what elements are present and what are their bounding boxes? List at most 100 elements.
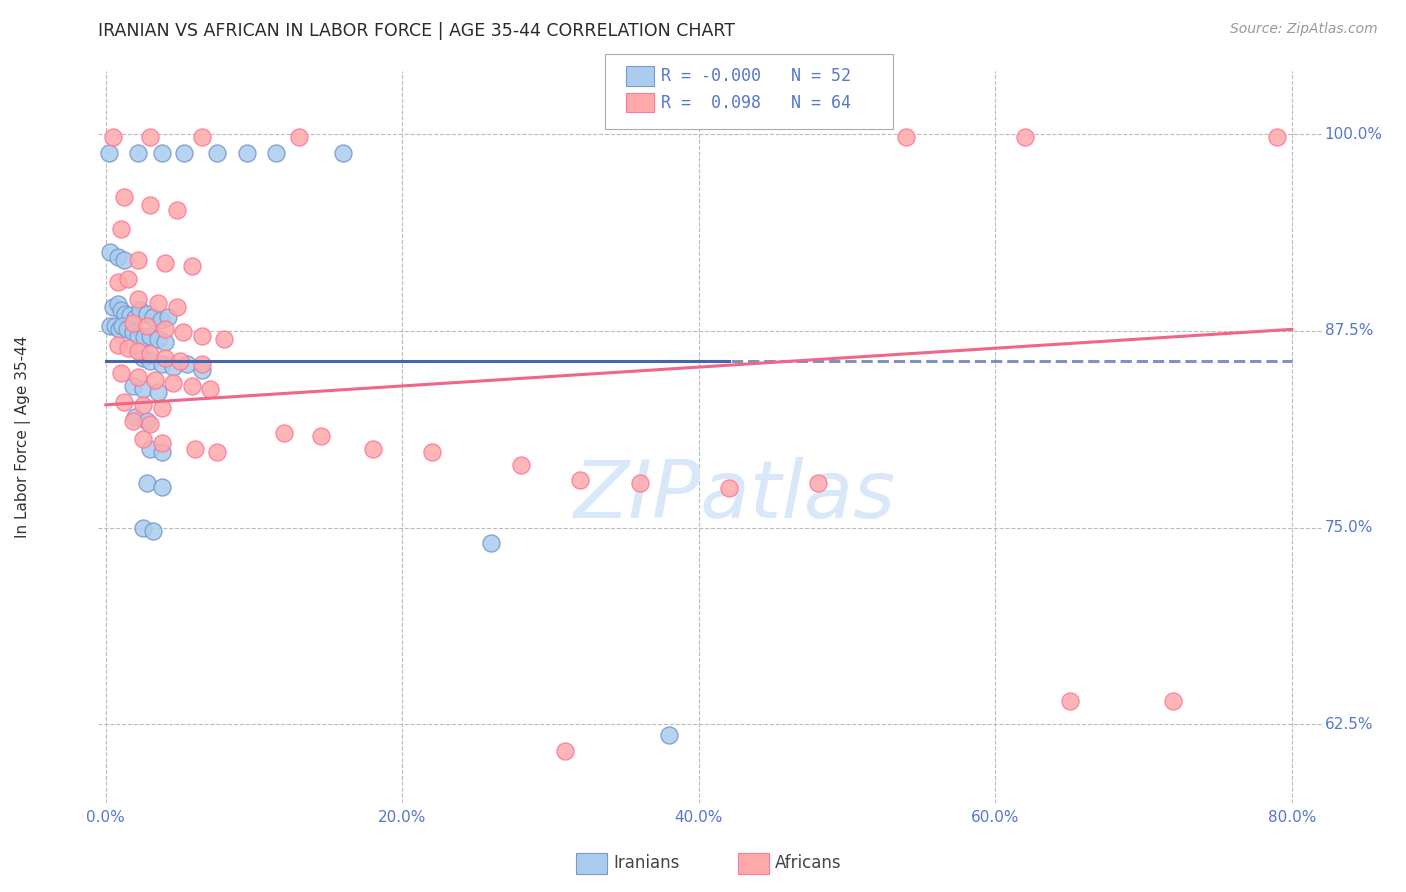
- Point: [153, 334, 176, 349]
- Point: [309, 429, 332, 443]
- Point: [139, 130, 162, 145]
- Point: [180, 379, 202, 393]
- Point: [112, 394, 135, 409]
- Point: [214, 332, 236, 346]
- Point: [127, 328, 149, 343]
- Point: [554, 744, 576, 758]
- Point: [146, 295, 169, 310]
- Point: [149, 313, 172, 327]
- Point: [173, 146, 195, 161]
- Point: [139, 353, 162, 368]
- Point: [98, 319, 121, 334]
- Point: [157, 310, 180, 324]
- Point: [110, 367, 132, 381]
- Point: [569, 473, 592, 487]
- Point: [479, 866, 502, 880]
- Point: [191, 328, 214, 343]
- Point: [166, 301, 188, 315]
- Point: [180, 260, 202, 274]
- Text: ZIPatlas: ZIPatlas: [574, 457, 896, 534]
- Point: [107, 297, 129, 311]
- Point: [121, 413, 143, 427]
- Point: [115, 322, 138, 336]
- Point: [420, 445, 443, 459]
- Point: [169, 353, 191, 368]
- Point: [121, 379, 143, 393]
- Text: In Labor Force | Age 35-44: In Labor Force | Age 35-44: [14, 336, 31, 538]
- Point: [139, 442, 162, 456]
- Point: [896, 130, 918, 145]
- Point: [184, 442, 207, 456]
- Point: [146, 385, 169, 400]
- Point: [127, 253, 149, 268]
- Point: [129, 303, 152, 318]
- Point: [172, 326, 194, 340]
- Point: [139, 328, 162, 343]
- Point: [132, 382, 155, 396]
- Point: [139, 417, 162, 431]
- Point: [150, 146, 173, 161]
- Point: [524, 838, 547, 853]
- Point: [142, 310, 165, 324]
- Point: [150, 480, 173, 494]
- Point: [153, 256, 176, 270]
- Text: IRANIAN VS AFRICAN IN LABOR FORCE | AGE 35-44 CORRELATION CHART: IRANIAN VS AFRICAN IN LABOR FORCE | AGE …: [98, 22, 735, 40]
- Text: 75.0%: 75.0%: [1324, 520, 1374, 535]
- Text: Source: ZipAtlas.com: Source: ZipAtlas.com: [1230, 22, 1378, 37]
- Point: [1265, 130, 1288, 145]
- Point: [150, 445, 173, 459]
- Point: [132, 398, 155, 412]
- Point: [127, 369, 149, 384]
- Point: [162, 360, 184, 375]
- Point: [98, 245, 121, 260]
- Point: [510, 458, 533, 472]
- Point: [150, 357, 173, 371]
- Point: [205, 445, 228, 459]
- Point: [107, 338, 129, 352]
- Point: [162, 376, 184, 390]
- Point: [134, 330, 156, 344]
- Text: 87.5%: 87.5%: [1324, 324, 1374, 338]
- Point: [132, 351, 155, 365]
- Point: [146, 332, 169, 346]
- Point: [332, 146, 354, 161]
- Point: [191, 357, 214, 371]
- Point: [118, 308, 141, 322]
- Point: [139, 198, 162, 212]
- Point: [1059, 693, 1081, 707]
- Text: Africans: Africans: [775, 855, 841, 872]
- Point: [139, 347, 162, 361]
- Point: [143, 373, 166, 387]
- Point: [287, 130, 309, 145]
- Point: [132, 433, 155, 447]
- Point: [191, 130, 214, 145]
- Point: [420, 812, 443, 826]
- Point: [110, 221, 132, 235]
- Point: [121, 316, 143, 330]
- Point: [117, 341, 139, 355]
- Point: [124, 410, 146, 425]
- Point: [150, 401, 173, 415]
- Point: [97, 146, 120, 161]
- Point: [717, 481, 740, 495]
- Point: [153, 322, 176, 336]
- Point: [235, 146, 257, 161]
- Text: Iranians: Iranians: [613, 855, 679, 872]
- Point: [150, 435, 173, 450]
- Point: [273, 426, 295, 441]
- Point: [112, 253, 135, 268]
- Point: [658, 728, 681, 742]
- Point: [665, 886, 688, 892]
- Point: [127, 293, 149, 307]
- Point: [136, 319, 159, 334]
- Point: [104, 319, 127, 334]
- Point: [110, 303, 132, 318]
- Text: 62.5%: 62.5%: [1324, 716, 1374, 731]
- Point: [132, 520, 155, 534]
- Point: [136, 476, 159, 491]
- Text: R =  0.098   N = 64: R = 0.098 N = 64: [661, 94, 851, 112]
- Point: [198, 382, 221, 396]
- Point: [136, 413, 159, 427]
- Point: [1014, 130, 1036, 145]
- Point: [176, 357, 198, 371]
